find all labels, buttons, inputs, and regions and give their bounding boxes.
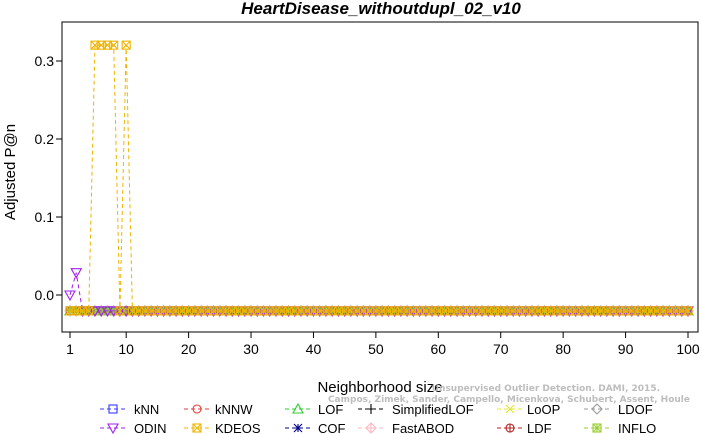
- legend-label: SimplifiedLOF: [392, 402, 474, 417]
- data-point: [64, 290, 76, 302]
- legend-marker: [192, 423, 202, 433]
- legend-marker: [505, 423, 515, 433]
- legend-item-ldf: LDF: [497, 421, 552, 434]
- legend-label: LOF: [318, 402, 343, 417]
- x-tick-label: 40: [306, 341, 322, 357]
- x-axis: 1 10 20 30 40 50 60 70 80 90 100: [66, 332, 700, 357]
- legend-marker: [591, 403, 603, 415]
- x-tick-label: 10: [118, 341, 134, 357]
- legend-label: LDF: [527, 421, 552, 434]
- x-tick-label: 1: [66, 341, 74, 357]
- x-tick-label: 100: [676, 341, 700, 357]
- x-tick-label: 30: [243, 341, 259, 357]
- legend-marker: [505, 404, 515, 414]
- legend-label: kNN: [134, 402, 159, 417]
- legend-item-knn: kNN: [100, 402, 159, 417]
- x-tick-label: 90: [618, 341, 634, 357]
- legend-label: KDEOS: [215, 421, 261, 434]
- x-tick-label: 70: [493, 341, 509, 357]
- x-tick-label: 60: [431, 341, 447, 357]
- legend-marker: [592, 423, 602, 433]
- y-tick-label: 0.3: [35, 53, 55, 69]
- legend: kNN kNNW LOF SimplifiedLOF LoOP LDOF ODIN KDEOS…: [100, 402, 656, 434]
- series-line: [70, 44, 688, 312]
- data-point: [121, 40, 131, 50]
- plot-frame: [61, 21, 699, 333]
- legend-item-lof: LOF: [285, 402, 343, 417]
- legend-item-odin: ODIN: [100, 421, 167, 434]
- data-point: [70, 268, 83, 279]
- chart-title: HeartDisease_withoutdupl_02_v10: [241, 0, 521, 18]
- series-line: [69, 272, 688, 312]
- data-point: [84, 306, 94, 316]
- data-point: [95, 306, 108, 318]
- legend-marker: [192, 404, 202, 414]
- y-tick-label: 0.2: [35, 131, 55, 147]
- x-tick-label: 20: [181, 341, 197, 357]
- x-tick-label: 50: [368, 341, 384, 357]
- x-tick-label: 80: [555, 341, 571, 357]
- legend-label: FastABOD: [392, 421, 454, 434]
- legend-item-cof: COF: [285, 421, 346, 434]
- y-tick-label: 0.0: [35, 287, 55, 303]
- data-point: [101, 306, 114, 318]
- watermark-line-2: Campos, Zimek, Sander, Campello, Micenko…: [328, 395, 690, 405]
- legend-marker: [108, 404, 118, 414]
- x-axis-label: Neighborhood size: [317, 379, 442, 396]
- legend-item-inflo: INFLO: [584, 421, 656, 434]
- y-axis: 0.0 0.1 0.2 0.3: [35, 53, 62, 303]
- legend-marker: [366, 404, 376, 414]
- data-point: [115, 306, 125, 316]
- legend-label: kNNW: [215, 402, 253, 417]
- legend-label: LoOP: [527, 402, 560, 417]
- legend-marker: [292, 402, 304, 414]
- legend-marker: [365, 422, 377, 434]
- legend-marker: [107, 423, 119, 434]
- series-kdeos: [65, 40, 693, 316]
- legend-label: ODIN: [134, 421, 167, 434]
- legend-item-simplifiedlof: SimplifiedLOF: [358, 402, 474, 417]
- legend-item-knnw: kNNW: [184, 402, 253, 417]
- legend-item-loop: LoOP: [497, 402, 560, 417]
- watermark-line-1: Unsupervised Outlier Detection. DAMI, 20…: [432, 384, 660, 394]
- y-tick-label: 0.1: [35, 209, 55, 225]
- legend-item-kdeos: KDEOS: [184, 421, 261, 434]
- legend-marker: [293, 423, 303, 433]
- legend-label: COF: [318, 421, 346, 434]
- series-layer: [64, 40, 694, 318]
- legend-label: LDOF: [618, 402, 653, 417]
- legend-item-ldof: LDOF: [584, 402, 653, 417]
- data-point: [109, 40, 119, 50]
- data-point: [683, 306, 693, 316]
- y-axis-label: Adjusted P@n: [2, 124, 19, 220]
- legend-item-fastabod: FastABOD: [358, 421, 454, 434]
- legend-label: INFLO: [618, 421, 656, 434]
